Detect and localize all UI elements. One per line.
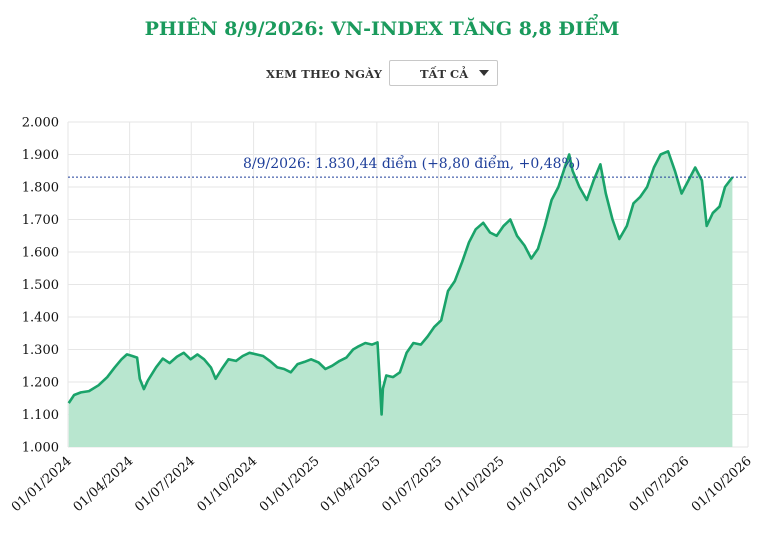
x-tick-label: 01/01/2026 [504, 454, 570, 515]
y-tick-label: 1.400 [22, 311, 59, 326]
y-tick-label: 1.600 [22, 246, 59, 261]
x-axis-ticks: 01/01/202401/04/202401/07/202401/10/2024… [9, 454, 755, 515]
y-tick-label: 1.500 [22, 278, 59, 293]
x-tick-label: 01/01/2024 [9, 454, 75, 515]
x-tick-label: 01/04/2025 [318, 454, 384, 515]
y-tick-label: 1.300 [22, 343, 59, 358]
x-tick-label: 01/10/2026 [689, 454, 755, 515]
y-tick-label: 1.900 [22, 148, 59, 163]
series-line [67, 150, 734, 416]
x-tick-label: 01/01/2025 [257, 454, 323, 515]
y-tick-label: 1.100 [22, 408, 59, 423]
area-fill [68, 151, 733, 448]
page-title: PHIÊN 8/9/2026: VN-INDEX TĂNG 8,8 ĐIỂM [144, 18, 620, 40]
chevron-down-icon [479, 70, 489, 76]
x-tick-label: 01/04/2026 [565, 454, 631, 515]
y-tick-label: 1.200 [22, 376, 59, 391]
y-tick-label: 2.000 [22, 116, 59, 131]
view-by-dropdown[interactable]: TẤT CẢ [389, 60, 498, 86]
y-tick-label: 1.000 [22, 441, 59, 456]
x-tick-label: 01/07/2024 [132, 454, 198, 515]
filter-label: XEM THEO NGÀY [266, 67, 383, 81]
annotation-label: 8/9/2026: 1.830,44 điểm (+8,80 điểm, +0,… [243, 154, 580, 172]
y-tick-label: 1.700 [22, 213, 59, 228]
x-tick-label: 01/10/2025 [442, 454, 508, 515]
y-tick-label: 1.800 [22, 181, 59, 196]
x-tick-label: 01/07/2026 [627, 454, 693, 515]
x-tick-label: 01/07/2025 [379, 454, 445, 515]
dropdown-selected-value: TẤT CẢ [420, 67, 469, 81]
y-axis-ticks: 1.000 1.100 1.200 1.300 1.400 1.500 1.600 1.700… [22, 116, 59, 456]
x-tick-label: 01/04/2024 [71, 454, 137, 515]
x-tick-label: 01/10/2024 [195, 454, 261, 515]
